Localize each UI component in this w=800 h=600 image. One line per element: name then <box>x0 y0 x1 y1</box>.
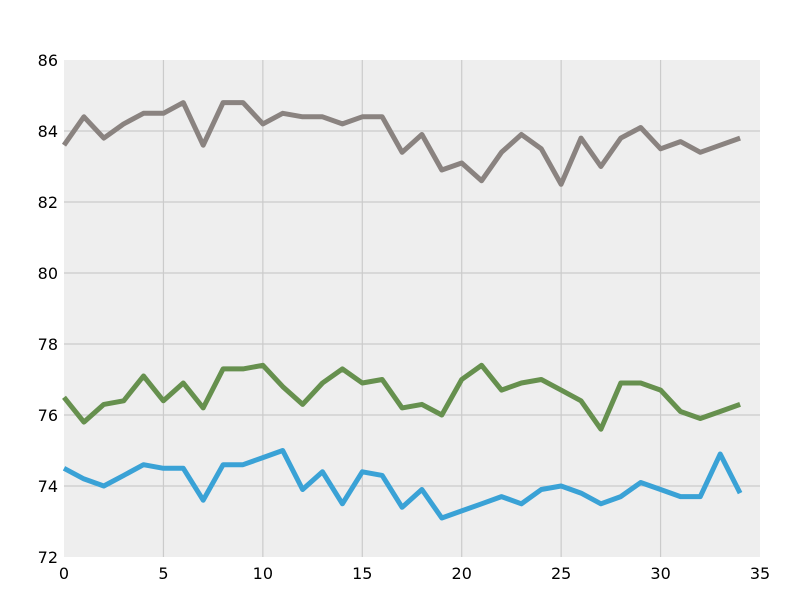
y-tick-label: 82 <box>38 193 58 212</box>
series-lines <box>61 100 743 521</box>
y-tick-label: 80 <box>38 264 58 283</box>
plot-area <box>64 60 760 557</box>
series-line-2 <box>62 362 741 432</box>
x-tick-label: 25 <box>551 564 571 583</box>
series-line-3 <box>62 448 743 521</box>
y-tick-label: 76 <box>38 406 58 425</box>
x-tick-label: 15 <box>352 564 372 583</box>
y-tick-label: 72 <box>38 548 58 567</box>
y-tick-label: 78 <box>38 335 58 354</box>
y-tick-label: 74 <box>38 477 58 496</box>
y-axis-tick-labels: 72 74 76 78 80 82 84 86 <box>38 51 58 567</box>
x-tick-label: 35 <box>750 564 770 583</box>
x-axis-tick-labels: 0 5 10 15 20 25 30 35 <box>59 564 770 583</box>
series-line-1 <box>61 100 741 187</box>
x-tick-label: 30 <box>650 564 670 583</box>
x-tick-label: 0 <box>59 564 69 583</box>
x-tick-label: 10 <box>253 564 273 583</box>
y-tick-label: 86 <box>38 51 58 70</box>
y-tick-label: 84 <box>38 122 58 141</box>
x-tick-label: 5 <box>158 564 168 583</box>
gridlines <box>64 60 760 557</box>
x-tick-label: 20 <box>452 564 472 583</box>
